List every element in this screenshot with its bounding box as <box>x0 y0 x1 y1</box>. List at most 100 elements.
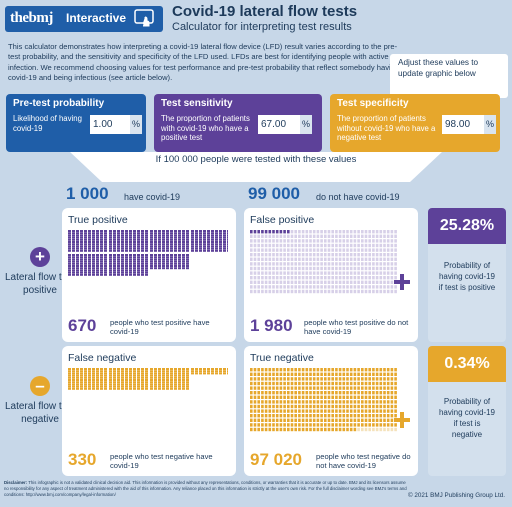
person-mark <box>383 386 386 390</box>
person-mark <box>257 423 260 427</box>
person-mark <box>279 409 283 413</box>
specificity-card: Test specificity The proportion of patie… <box>330 94 500 152</box>
person-mark <box>357 239 360 243</box>
person-mark <box>268 285 272 289</box>
person-mark <box>195 238 198 241</box>
person-mark <box>290 257 294 261</box>
person-mark <box>141 260 144 263</box>
person-mark <box>170 234 173 237</box>
person-mark <box>109 241 112 243</box>
specificity-input[interactable] <box>442 115 484 134</box>
person-mark <box>92 271 95 274</box>
person-mark <box>283 391 286 395</box>
person-mark <box>150 243 153 246</box>
person-mark <box>191 243 194 246</box>
person-mark <box>92 243 95 246</box>
person-mark <box>309 239 312 243</box>
person-mark <box>394 234 397 238</box>
person-mark <box>383 271 386 275</box>
person-mark <box>379 391 383 395</box>
person-mark <box>275 243 279 248</box>
person-mark <box>305 280 309 284</box>
person-mark <box>342 427 346 432</box>
person-mark <box>312 423 316 427</box>
person-mark <box>379 414 383 418</box>
person-mark <box>309 289 312 294</box>
sensitivity-input[interactable] <box>258 115 300 134</box>
person-mark <box>320 243 323 248</box>
person-mark <box>125 234 128 237</box>
person-mark <box>253 368 257 372</box>
person-mark <box>283 262 286 266</box>
person-mark <box>375 239 379 243</box>
person-mark <box>372 239 375 243</box>
person-mark <box>113 260 116 263</box>
person-mark <box>349 271 353 275</box>
person-mark <box>178 374 181 377</box>
person-mark <box>320 404 323 409</box>
person-mark <box>346 404 349 409</box>
person-mark <box>342 377 346 381</box>
person-mark <box>257 257 260 261</box>
person-mark <box>113 236 116 239</box>
person-mark <box>342 289 346 294</box>
person-mark <box>312 391 316 395</box>
person-mark <box>331 404 334 409</box>
person-mark <box>316 427 320 432</box>
person-mark <box>272 391 275 395</box>
person-mark <box>158 368 161 370</box>
person-mark <box>257 285 260 289</box>
person-mark <box>335 243 338 248</box>
person-mark <box>186 267 189 270</box>
person-mark <box>121 273 124 276</box>
person-mark <box>166 383 169 386</box>
person-mark <box>298 391 301 395</box>
person-mark <box>129 372 132 375</box>
person-mark <box>361 253 364 257</box>
person-mark <box>104 245 107 248</box>
person-mark <box>305 243 309 248</box>
person-mark <box>215 370 218 373</box>
person-mark <box>88 256 91 259</box>
person-mark <box>342 257 346 261</box>
person-mark <box>368 391 371 395</box>
person-mark <box>349 381 353 386</box>
person-mark <box>203 247 206 250</box>
person-mark <box>158 256 161 259</box>
person-mark <box>327 372 331 376</box>
person-mark <box>145 238 148 241</box>
person-mark <box>182 249 185 252</box>
person-mark <box>298 262 301 266</box>
person-mark <box>195 232 198 235</box>
person-mark <box>166 254 169 256</box>
person-mark <box>129 241 132 243</box>
person-mark <box>338 381 342 386</box>
pretest-input[interactable] <box>90 115 130 134</box>
person-mark <box>309 248 312 252</box>
person-mark <box>361 280 364 284</box>
person-mark <box>84 387 87 390</box>
person-mark <box>364 368 368 372</box>
person-mark <box>264 271 268 275</box>
person-mark <box>145 234 148 237</box>
person-mark <box>272 395 275 399</box>
person-mark <box>294 377 297 381</box>
person-mark <box>375 262 379 266</box>
person-mark <box>357 400 360 404</box>
person-mark <box>88 271 91 274</box>
person-mark <box>279 266 283 271</box>
person-mark <box>298 400 301 404</box>
person-mark <box>145 249 148 252</box>
person-mark <box>166 258 169 261</box>
person-mark <box>227 232 228 235</box>
person-mark <box>253 381 257 386</box>
person-mark <box>80 260 83 263</box>
person-mark <box>272 372 275 376</box>
person-mark <box>72 254 75 256</box>
person-mark <box>182 265 185 267</box>
person-mark <box>154 379 157 381</box>
person-mark <box>72 241 75 243</box>
person-mark <box>125 271 128 274</box>
false-negative-panel: False negative 330 people who test negat… <box>62 346 236 476</box>
person-mark <box>390 414 394 418</box>
